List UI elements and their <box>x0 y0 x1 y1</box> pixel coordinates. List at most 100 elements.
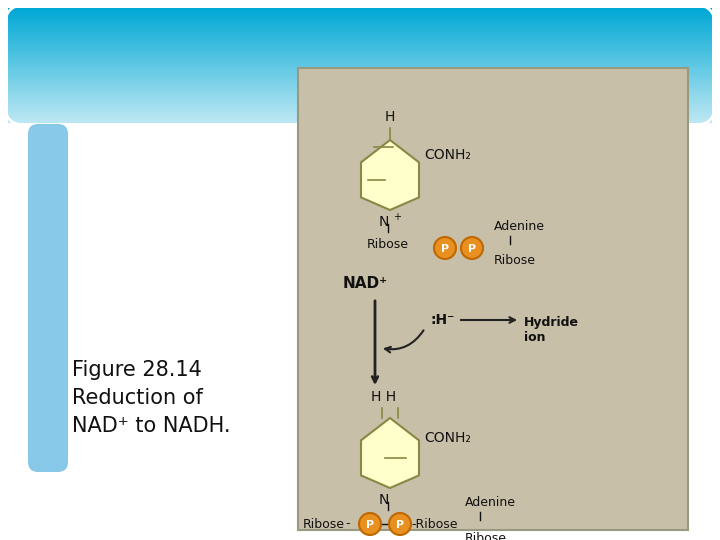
Bar <box>8 80 712 82</box>
Circle shape <box>461 237 483 259</box>
Bar <box>8 77 712 78</box>
Bar <box>8 94 712 96</box>
Text: P: P <box>468 244 476 253</box>
Bar <box>8 34 712 35</box>
Text: Hydride
ion: Hydride ion <box>524 316 579 344</box>
Bar <box>8 69 712 70</box>
Text: Ribose: Ribose <box>494 254 536 267</box>
Bar <box>8 120 712 122</box>
Text: Adenine: Adenine <box>465 496 516 509</box>
Bar <box>8 32 712 34</box>
Text: P: P <box>396 519 404 530</box>
Bar <box>8 51 712 52</box>
Bar <box>8 39 712 41</box>
Text: P: P <box>441 244 449 253</box>
Bar <box>8 116 712 117</box>
Bar <box>8 22 712 24</box>
Text: -: - <box>345 517 349 530</box>
Text: NAD⁺: NAD⁺ <box>343 276 388 291</box>
Text: H H: H H <box>372 390 397 404</box>
Circle shape <box>359 513 381 535</box>
Text: N: N <box>379 493 390 507</box>
Text: H: H <box>384 110 395 124</box>
Bar <box>8 52 712 54</box>
Bar <box>8 90 712 91</box>
Bar <box>8 25 712 26</box>
Bar <box>8 11 712 12</box>
Bar <box>8 99 712 100</box>
Bar <box>8 113 712 114</box>
Bar <box>8 91 712 93</box>
Bar <box>8 19 712 21</box>
Bar <box>8 78 712 80</box>
Bar <box>8 56 712 57</box>
Bar <box>8 50 712 51</box>
Bar <box>8 106 712 107</box>
Bar <box>8 45 712 47</box>
Bar <box>8 47 712 48</box>
Bar <box>8 67 712 69</box>
Polygon shape <box>361 418 419 488</box>
Bar <box>8 61 712 63</box>
Bar <box>8 30 712 31</box>
Text: P: P <box>366 519 374 530</box>
Bar <box>8 58 712 60</box>
Bar <box>8 117 712 119</box>
Bar <box>298 68 688 530</box>
Bar <box>8 43 712 44</box>
Bar <box>8 57 712 58</box>
Bar <box>8 63 712 64</box>
Bar <box>8 21 712 22</box>
Bar <box>8 102 712 103</box>
Bar <box>8 86 712 87</box>
Bar <box>8 15 712 17</box>
Bar <box>8 93 712 94</box>
Text: Adenine: Adenine <box>494 219 545 233</box>
Text: N: N <box>379 215 390 229</box>
Circle shape <box>389 513 411 535</box>
Text: -Ribose: -Ribose <box>411 517 457 530</box>
Bar <box>8 100 712 102</box>
Bar <box>8 60 712 61</box>
Bar <box>8 104 712 106</box>
Polygon shape <box>361 140 419 210</box>
Bar <box>8 38 712 39</box>
Bar <box>8 44 712 45</box>
Bar <box>8 65 712 67</box>
Bar <box>8 70 712 71</box>
Bar <box>8 64 712 65</box>
Bar <box>8 107 712 109</box>
Bar <box>8 18 712 19</box>
Bar <box>8 96 712 97</box>
Bar <box>8 48 712 50</box>
FancyBboxPatch shape <box>28 124 68 472</box>
Bar <box>8 97 712 99</box>
Bar <box>8 119 712 120</box>
Bar <box>8 71 712 73</box>
Bar <box>8 54 712 56</box>
Bar <box>8 31 712 32</box>
Text: Ribose: Ribose <box>465 532 507 540</box>
Bar <box>8 76 712 77</box>
Bar <box>8 37 712 38</box>
Text: Ribose: Ribose <box>367 238 409 251</box>
Bar <box>8 9 712 11</box>
Bar <box>8 122 712 123</box>
Bar <box>8 114 712 116</box>
Bar <box>8 26 712 28</box>
Bar <box>8 87 712 89</box>
Bar <box>8 83 712 84</box>
Bar <box>8 111 712 113</box>
Bar <box>8 82 712 83</box>
Bar <box>8 24 712 25</box>
Text: Ribose: Ribose <box>303 517 345 530</box>
Text: CONH₂: CONH₂ <box>424 148 471 162</box>
Text: CONH₂: CONH₂ <box>424 431 471 445</box>
Text: :H⁻: :H⁻ <box>430 313 454 327</box>
Text: +: + <box>393 212 401 222</box>
Bar <box>8 8 712 9</box>
Bar <box>8 17 712 18</box>
Bar <box>8 109 712 110</box>
Bar <box>8 73 712 74</box>
Text: Figure 28.14
Reduction of
NAD⁺ to NADH.: Figure 28.14 Reduction of NAD⁺ to NADH. <box>72 360 230 436</box>
